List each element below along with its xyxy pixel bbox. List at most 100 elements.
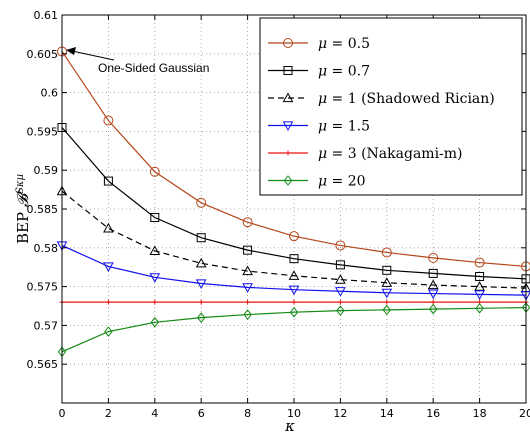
- y-axis-label-prefix: BEP: [14, 207, 32, 244]
- series-2-point: [475, 272, 485, 282]
- series-6-point: [336, 305, 345, 316]
- x-tick-label: 18: [473, 407, 487, 420]
- series-3-point: [427, 279, 439, 290]
- series-4: [56, 241, 530, 301]
- legend-label-symbol: μ =: [318, 119, 348, 135]
- legend-label-value: 1 (Shadowed Rician): [348, 91, 495, 107]
- annotation-arrow: [71, 50, 115, 61]
- series-6-point: [104, 326, 113, 337]
- x-axis-label: κ: [284, 417, 295, 435]
- legend-label-symbol: μ =: [318, 64, 348, 80]
- series-3-point: [103, 222, 114, 233]
- y-tick-label: 0.605: [27, 48, 59, 61]
- series-1-point: [242, 217, 253, 228]
- series-layer: [56, 46, 530, 358]
- y-tick-label: 0.59: [34, 164, 59, 177]
- legend-box: [259, 17, 523, 196]
- series-3-point: [195, 257, 207, 268]
- legend-marker-3: [282, 92, 294, 103]
- series-6-line: [61, 306, 527, 353]
- legend-marker-4: [282, 121, 294, 132]
- y-axis-label-symbol: 𝓑: [14, 191, 32, 207]
- series-2-point: [428, 268, 438, 278]
- x-tick-label: 16: [426, 407, 440, 420]
- y-tick-label: 0.595: [27, 125, 59, 138]
- x-tick-label: 0: [59, 407, 66, 420]
- series-5-point: [198, 299, 204, 305]
- series-5-point: [291, 299, 297, 305]
- legend-label-value: 0.5: [348, 36, 370, 52]
- series-2-point: [289, 254, 299, 264]
- legend-label-value: 1.5: [348, 119, 370, 135]
- x-tick-label: 14: [380, 407, 394, 420]
- annotation-layer: One-Sided Gaussian: [66, 47, 209, 75]
- series-1-point: [289, 231, 299, 242]
- legend-marker-2: [283, 66, 293, 75]
- series-6-point: [289, 306, 299, 318]
- x-tick-label: 8: [244, 407, 251, 420]
- legend: μ = 0.5μ = 0.7μ = 1 (Shadowed Rician)μ =…: [259, 17, 523, 196]
- legend-label-1: μ = 0.5: [318, 36, 370, 52]
- x-tick-label: 6: [198, 407, 205, 420]
- series-2-point: [103, 176, 113, 186]
- legend-label-symbol: μ =: [318, 91, 348, 107]
- y-axis-label-superscript: Sκμ: [15, 174, 26, 194]
- series-1-point: [149, 166, 160, 177]
- series-1-point: [103, 115, 114, 126]
- annotation-one-sided-gaussian: One-Sided Gaussian: [98, 61, 209, 75]
- series-1-point: [196, 197, 207, 208]
- series-5-point: [152, 299, 158, 305]
- series-3-point: [288, 270, 300, 280]
- series-4-point: [381, 288, 393, 299]
- series-6-point: [475, 303, 484, 314]
- series-6-point: [196, 312, 206, 323]
- y-tick-label: 0.57: [34, 319, 59, 332]
- series-5-point: [245, 299, 251, 305]
- legend-marker-5: [285, 150, 291, 156]
- series-2-point: [196, 233, 206, 243]
- series-6-point: [428, 303, 438, 315]
- series-6-point: [382, 304, 392, 316]
- tick-layer: 0 2 4 6 8 10 12 14 16 18 20 0.565 0.57 0.575 0.58 0.585…: [27, 9, 530, 420]
- series-2-line: [61, 127, 527, 280]
- legend-label-symbol: μ =: [318, 36, 348, 52]
- y-axis-label: BEP 𝓑Sκμ: [14, 174, 32, 244]
- legend-label-4: μ = 1.5: [318, 119, 370, 135]
- series-3-point: [474, 281, 485, 291]
- series-4-line: [61, 244, 527, 296]
- series-5-point: [384, 299, 390, 305]
- series-4-point: [335, 287, 346, 297]
- legend-label-value: 0.7: [348, 64, 370, 80]
- series-1-point: [428, 252, 439, 263]
- series-3-point: [335, 274, 346, 284]
- y-tick-label: 0.58: [34, 242, 59, 255]
- series-4-point: [149, 273, 161, 283]
- series-3-point: [381, 277, 393, 287]
- y-tick-label: 0.6: [41, 87, 59, 100]
- legend-label-symbol: μ =: [318, 174, 348, 190]
- series-6-point: [150, 316, 160, 328]
- series-4-point: [427, 289, 439, 300]
- series-4-point: [288, 285, 300, 296]
- x-tick-label: 12: [333, 407, 347, 420]
- series-1-line: [61, 51, 527, 268]
- series-3-point: [242, 265, 253, 276]
- series-1-point: [335, 240, 346, 251]
- y-tick-label: 0.585: [27, 203, 59, 216]
- legend-label-3: μ = 1 (Shadowed Rician): [318, 91, 495, 107]
- legend-label-6: μ = 20: [318, 174, 366, 190]
- x-tick-label: 2: [105, 407, 112, 420]
- x-tick-label: 4: [151, 407, 158, 420]
- series-5-point: [337, 299, 343, 305]
- series-2-point: [243, 245, 253, 255]
- series-4-point: [103, 262, 114, 272]
- legend-label-symbol: μ =: [318, 146, 348, 162]
- y-tick-label: 0.565: [27, 358, 59, 371]
- legend-label-value: 20: [348, 174, 366, 190]
- series-2-point: [150, 213, 160, 223]
- y-tick-label: 0.61: [34, 9, 59, 22]
- series-4-point: [242, 283, 253, 293]
- series-1-point: [474, 257, 485, 268]
- series-1-point: [381, 247, 392, 258]
